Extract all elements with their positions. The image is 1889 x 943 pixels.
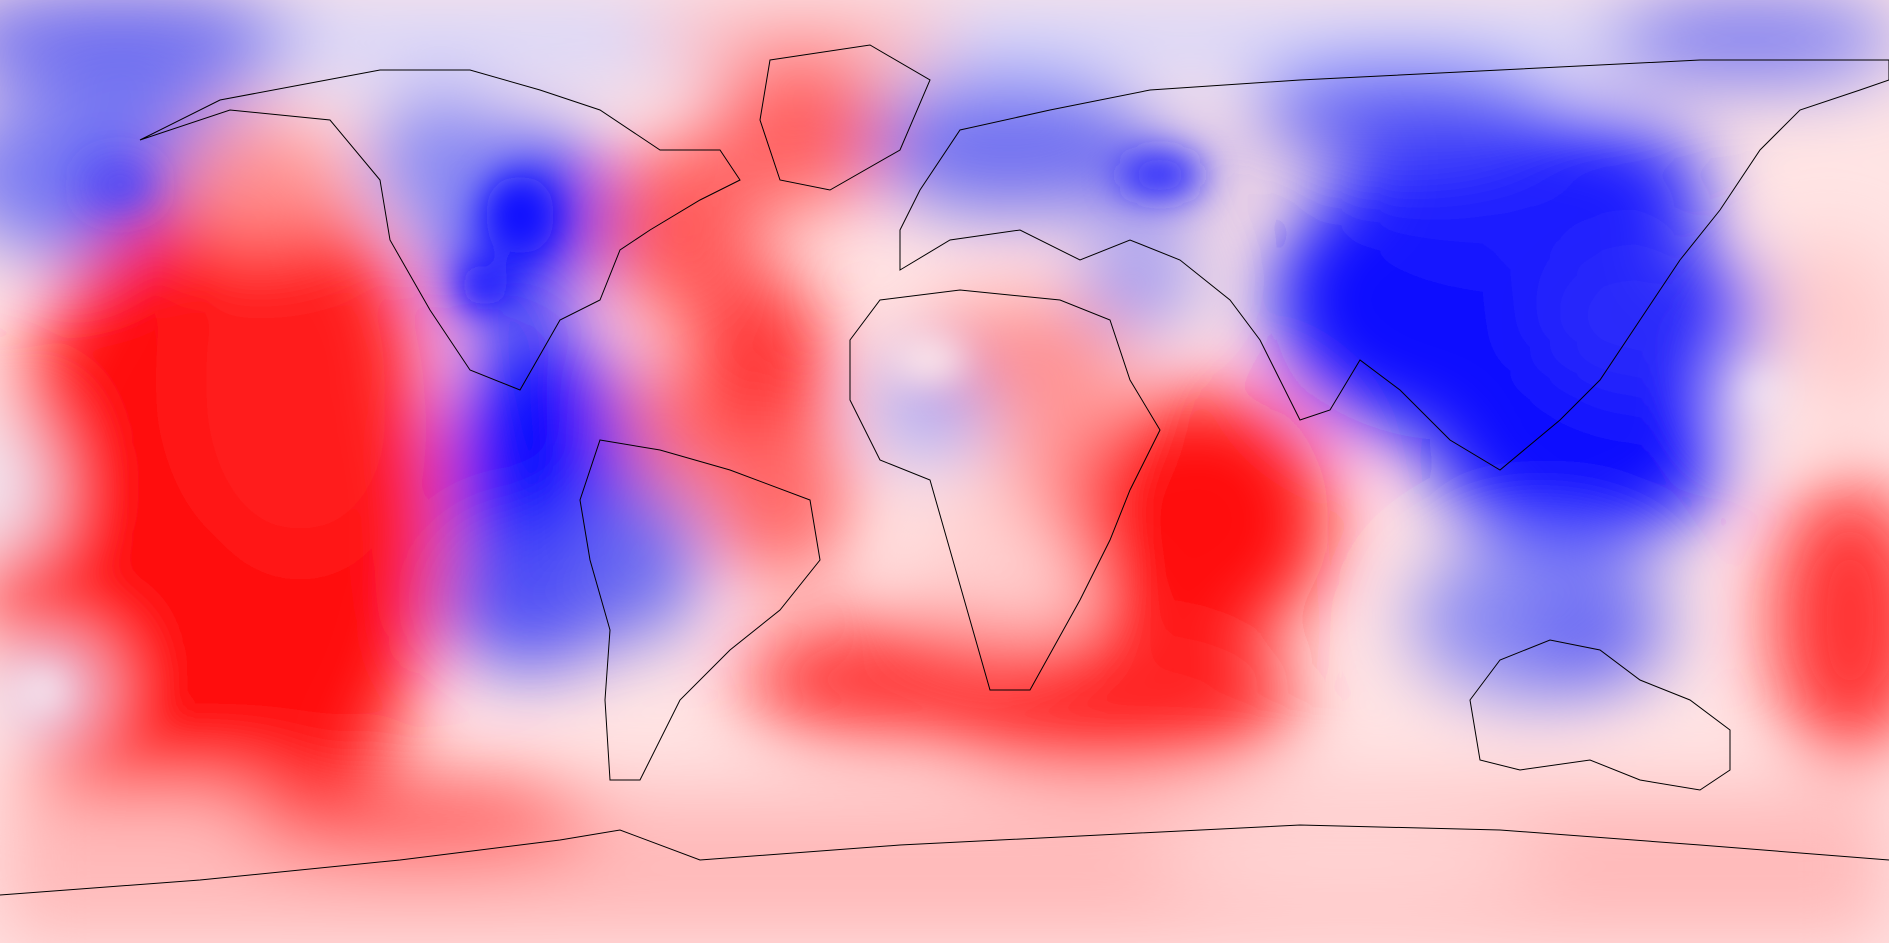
australia-coast xyxy=(1469,639,1731,791)
anomaly-detail xyxy=(25,157,1775,704)
coastlines xyxy=(0,44,1889,896)
antarctica-coast xyxy=(0,824,1889,896)
greenland-coast xyxy=(759,44,931,191)
north-america-coast xyxy=(139,69,741,391)
africa-coast xyxy=(849,289,1161,691)
eurasia-coast xyxy=(899,59,1889,471)
south-america-coast xyxy=(579,439,821,781)
